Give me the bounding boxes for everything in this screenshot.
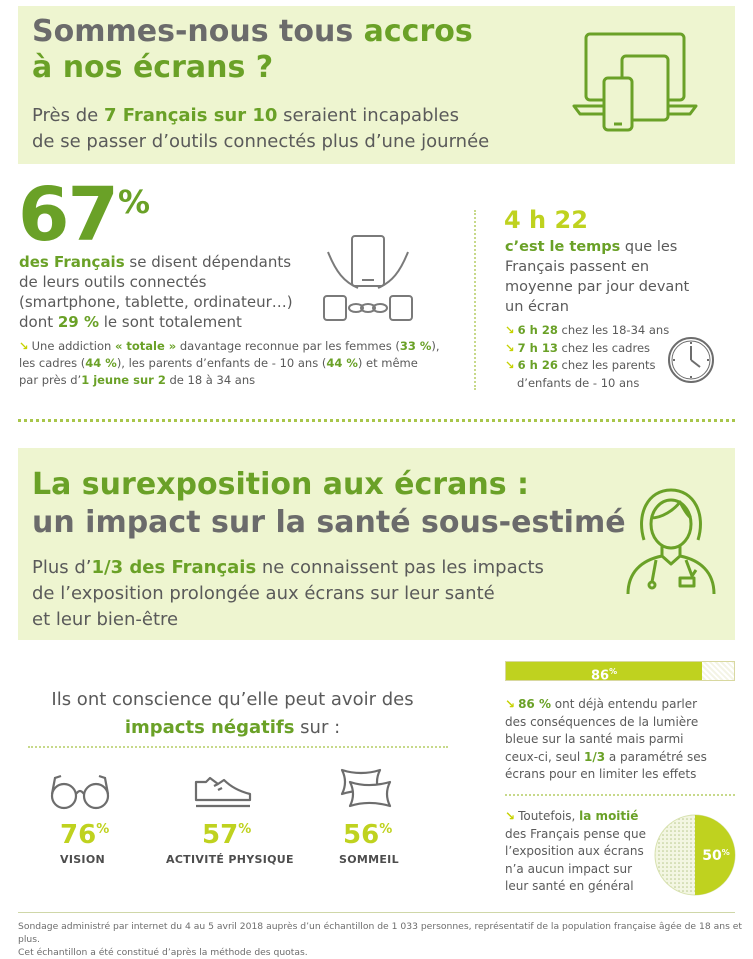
list-item: ↘ 6 h 28 chez les 18-34 ans bbox=[505, 323, 670, 337]
stat-vision-label: VISION bbox=[60, 853, 105, 866]
header-band-2 bbox=[18, 448, 735, 640]
glasses-icon bbox=[47, 772, 113, 812]
stat-activity-value: 57% bbox=[202, 820, 252, 850]
page-subtitle: Près de 7 Français sur 10 seraient incap… bbox=[32, 105, 490, 152]
impacts-intro: Ils ont conscience qu’elle peut avoir de… bbox=[51, 689, 414, 738]
stat-67-text: des Français se disent dépendants de leu… bbox=[19, 253, 293, 331]
pie-label: 50% bbox=[702, 848, 730, 864]
chained-phone-icon bbox=[318, 232, 418, 328]
vertical-divider bbox=[474, 210, 476, 390]
right-divider bbox=[505, 794, 735, 796]
pillows-icon bbox=[334, 764, 396, 812]
bluelight-text: ↘ 86 % ont déjà entendu parler des conséq… bbox=[505, 697, 707, 781]
section-divider bbox=[18, 419, 735, 422]
list-item: ↘ 6 h 26 chez les parents bbox=[505, 358, 656, 372]
list-item-continuation: d’enfants de - 10 ans bbox=[517, 375, 640, 390]
half-text: ↘ Toutefois, la moitié des Français pense… bbox=[505, 809, 646, 893]
clock-icon bbox=[665, 334, 717, 386]
footer-divider bbox=[18, 912, 735, 913]
time-breakdown: ↘ 6 h 28 chez les 18-34 ans ↘ 7 h 13 chez … bbox=[505, 322, 675, 392]
stat-67-unit: % bbox=[118, 183, 151, 221]
devices-icon bbox=[570, 30, 700, 140]
addiction-note: ↘ Une addiction « totale » davantage reco… bbox=[19, 339, 440, 387]
sneaker-icon bbox=[192, 772, 254, 810]
time-value: 4 h 22 bbox=[504, 206, 588, 234]
stat-activity-label: ACTIVITÉ PHYSIQUE bbox=[166, 853, 294, 866]
footer-note: Sondage administré par internet du 4 au … bbox=[18, 920, 748, 959]
impacts-divider bbox=[28, 746, 448, 748]
stat-sleep-value: 56% bbox=[343, 820, 393, 850]
pie-chart: 50% bbox=[654, 814, 736, 896]
pie-slice bbox=[695, 815, 735, 895]
arrow-icon: ↘ bbox=[19, 339, 29, 353]
stat-67-number: 67 bbox=[18, 172, 119, 258]
footer-line: Cet échantillon a été constitué d’après … bbox=[18, 947, 308, 958]
stat-sleep-label: SOMMEIL bbox=[339, 853, 399, 866]
time-text: c’est le temps que les Français passent … bbox=[505, 239, 690, 315]
doctor-icon bbox=[622, 484, 720, 596]
progress-bar-fill: 86% bbox=[506, 662, 703, 683]
footer-line: Sondage administré par internet du 4 au … bbox=[18, 921, 743, 945]
section-subtitle: Plus d’1/3 des Français ne connaissent p… bbox=[32, 557, 544, 630]
list-item: ↘ 7 h 13 chez les cadres bbox=[505, 340, 651, 355]
page-title: Sommes-nous tous accros à nos écrans ? bbox=[32, 14, 473, 85]
stat-vision-value: 76% bbox=[60, 820, 110, 850]
progress-bar: 86% bbox=[505, 661, 735, 683]
section-title: La surexposition aux écrans : bbox=[32, 467, 529, 502]
section-title-line2: un impact sur la santé sous-estimé bbox=[32, 505, 626, 540]
